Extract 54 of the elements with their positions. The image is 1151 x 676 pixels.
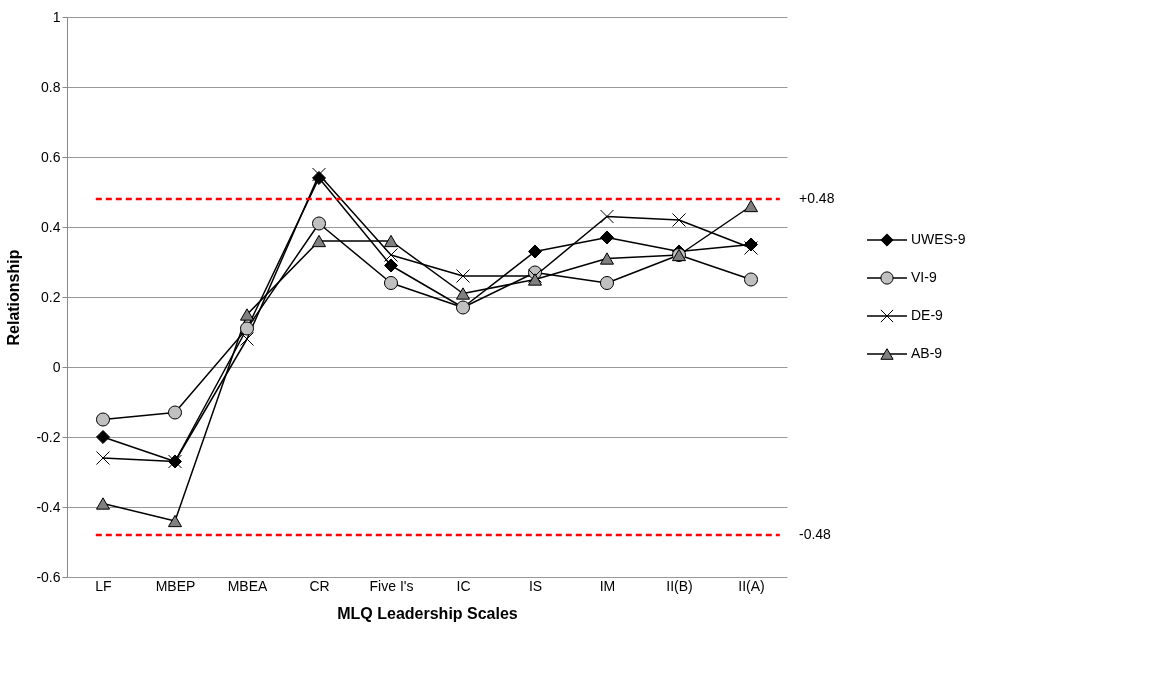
x-tick-label: CR xyxy=(309,577,330,594)
point xyxy=(95,412,111,427)
y-tick-label: 0.2 xyxy=(41,288,61,305)
point xyxy=(527,268,543,284)
y-axis-title: Relationship xyxy=(5,249,23,346)
point xyxy=(311,167,327,182)
x-tick-label: LF xyxy=(95,577,112,594)
point xyxy=(311,216,327,231)
point xyxy=(95,450,111,466)
x-tick-label: Five I's xyxy=(369,577,414,594)
point xyxy=(167,405,183,420)
point xyxy=(527,273,543,286)
y-tick-label: 0.6 xyxy=(41,148,61,165)
point xyxy=(239,308,255,321)
point xyxy=(599,252,615,265)
point xyxy=(311,234,327,248)
x-tick-label: IM xyxy=(599,577,616,594)
y-tick-label: -0.4 xyxy=(36,498,61,515)
point xyxy=(383,275,399,291)
x-tick-label: IS xyxy=(528,577,543,594)
x-tick-label: II(B) xyxy=(666,577,693,594)
point xyxy=(95,497,111,510)
point xyxy=(95,429,111,445)
y-tick-label: 1 xyxy=(52,8,61,25)
y-tick-label: 0.4 xyxy=(41,218,61,235)
x-tick-label: II(A) xyxy=(738,577,765,594)
legend-label: AB-9 xyxy=(911,345,943,361)
legend-label: VI-9 xyxy=(911,269,937,285)
point xyxy=(383,234,399,248)
point xyxy=(599,275,615,291)
point xyxy=(455,268,471,284)
y-tick-label: -0.6 xyxy=(36,568,61,585)
y-tick-label: 0.8 xyxy=(41,78,61,95)
point xyxy=(599,209,615,224)
legend-label: UWES-9 xyxy=(911,231,966,247)
point xyxy=(599,230,615,245)
x-tick-label: MBEP xyxy=(155,577,196,594)
ref-line-label: -0.48 xyxy=(799,526,832,542)
x-tick-label: IC xyxy=(456,577,471,594)
point xyxy=(743,199,759,213)
y-tick-label: 0 xyxy=(52,358,61,375)
x-axis-title: MLQ Leadership Scales xyxy=(337,604,518,622)
point xyxy=(383,258,399,273)
y-tick-label: -0.2 xyxy=(36,428,61,445)
point xyxy=(743,272,759,287)
point xyxy=(743,240,759,256)
point xyxy=(671,212,687,228)
legend-label: DE-9 xyxy=(911,307,944,323)
point xyxy=(455,287,471,300)
point xyxy=(239,331,255,347)
ref-line-label: +0.48 xyxy=(799,190,835,206)
x-tick-label: MBEA xyxy=(227,577,268,594)
point xyxy=(527,244,543,259)
point xyxy=(167,514,183,528)
